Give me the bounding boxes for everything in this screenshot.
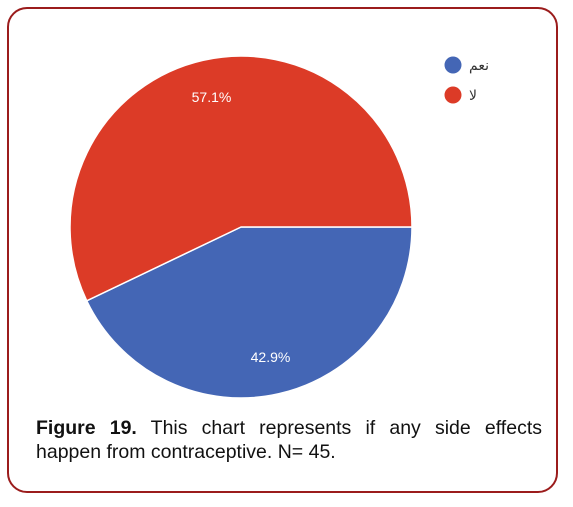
legend-label: لا bbox=[469, 88, 477, 104]
legend-label: نعم bbox=[469, 58, 489, 74]
pie-chart: 42.9% 57.1% نعم لا bbox=[69, 55, 489, 399]
slice-percent-label: 57.1% bbox=[192, 89, 232, 105]
figure-caption-text: This chart represents if any side effect… bbox=[36, 417, 542, 463]
legend-marker bbox=[444, 56, 462, 74]
pie-slice-labels: 42.9% 57.1% bbox=[192, 89, 291, 365]
legend-marker bbox=[444, 86, 462, 104]
pie-slice bbox=[85, 226, 413, 399]
pie-slices bbox=[69, 55, 413, 399]
figure-caption: Figure 19. This chart represents if any … bbox=[36, 416, 542, 464]
slice-percent-label: 42.9% bbox=[251, 349, 291, 365]
pie-slice bbox=[69, 55, 413, 302]
legend: نعم لا bbox=[444, 56, 489, 104]
figure-caption-label: Figure 19. bbox=[36, 417, 137, 439]
